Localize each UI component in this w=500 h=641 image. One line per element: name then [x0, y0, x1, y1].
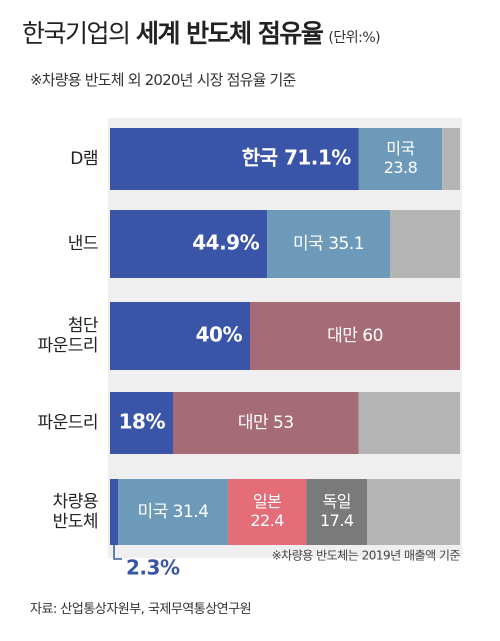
category-label: 차량용 [53, 492, 98, 512]
callout-leader [113, 545, 123, 560]
category-label: 반도체 [53, 512, 98, 532]
bar-segment-korea [110, 479, 119, 545]
category-label: 파운드리 [37, 336, 98, 356]
data-label: 대만 53 [238, 413, 294, 433]
bar-segment-other [390, 210, 460, 278]
unit-label: (단위:%) [328, 30, 381, 46]
data-label: 미국 31.4 [137, 502, 208, 522]
callout-label: 2.3% [126, 556, 180, 580]
data-label: 일본 [253, 492, 281, 511]
bar-segment-usa [267, 210, 390, 278]
data-label: 미국 35.1 [293, 234, 364, 254]
category-label: 파운드리 [37, 413, 98, 433]
data-label: 44.9% [192, 231, 259, 255]
data-label: 23.8 [384, 158, 418, 177]
bar-segment-taiwan [250, 302, 460, 370]
bar-segment-taiwan [173, 392, 359, 454]
footnote: ※차량용 반도체는 2019년 매출액 기준 [272, 549, 461, 563]
chart-title: 한국기업의 세계 반도체 점유율 (단위:%) [22, 14, 381, 50]
data-label: 22.4 [250, 511, 284, 530]
data-label: 대만 60 [327, 326, 383, 346]
bar-segment-korea [110, 392, 173, 454]
source-note: 자료: 산업통상자원부, 국제무역통상연구원 [30, 602, 252, 617]
data-label: 17.4 [320, 511, 354, 530]
bar-segment-other [367, 479, 460, 545]
bar-segment-germany [306, 479, 368, 545]
data-label: 한국 71.1% [242, 146, 352, 170]
data-label: 40% [196, 323, 243, 347]
title-main: 세계 반도체 점유율 [135, 19, 324, 48]
chart-subtitle: ※차량용 반도체 외 2020년 시장 점유율 기준 [30, 71, 296, 89]
bar-segment-usa [118, 479, 228, 545]
bar-segment-korea [110, 302, 250, 370]
bar-segment-usa [358, 128, 443, 190]
category-label: 낸드 [68, 234, 98, 254]
bar-segment-other [358, 392, 460, 454]
bar-segment-other [442, 128, 460, 190]
data-label: 미국 [386, 139, 414, 158]
bar-segment-japan [227, 479, 307, 545]
data-label: 독일 [323, 492, 351, 511]
title-prefix: 한국기업의 [22, 19, 131, 48]
bar-segment-korea [110, 210, 268, 278]
category-label: D램 [70, 149, 98, 169]
category-label: 첨단 [68, 316, 99, 336]
bar-segment-korea [110, 128, 359, 190]
data-label: 18% [119, 410, 166, 434]
